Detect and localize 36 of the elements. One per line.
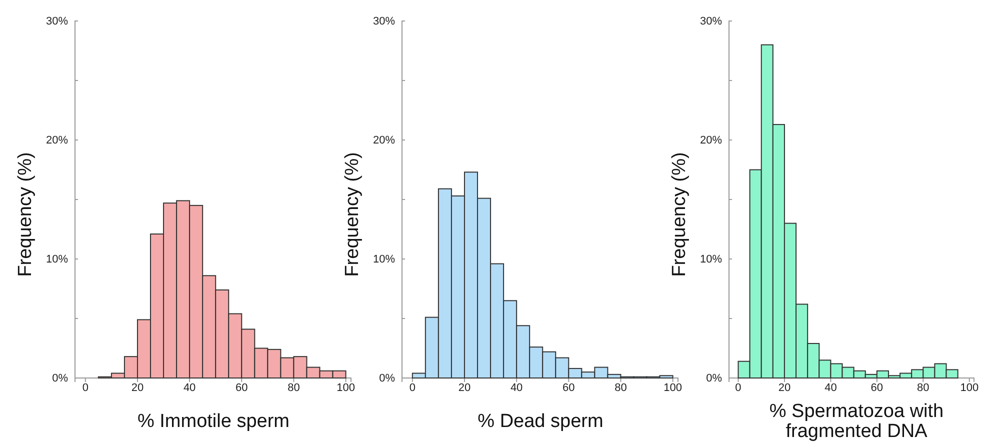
y-tick-label: 0% xyxy=(706,372,722,385)
y-axis-title: Frequency (%) xyxy=(342,152,363,277)
x-tick-label: 40 xyxy=(183,382,196,394)
y-tick-label: 20% xyxy=(46,134,68,147)
x-tick-label: 40 xyxy=(824,382,837,394)
y-tick-label: 10% xyxy=(700,254,722,266)
x-tick-label: 100 xyxy=(664,382,682,394)
x-tick-label: 20 xyxy=(458,382,471,394)
x-tick-label: 0 xyxy=(82,382,88,394)
x-tick-label: 0 xyxy=(735,382,742,394)
x-tick-label: 20 xyxy=(131,382,144,394)
y-tick-label: 30% xyxy=(46,16,68,28)
x-tick-label: 60 xyxy=(870,382,884,394)
x-axis-title: % Dead sperm xyxy=(478,411,604,432)
y-tick-label: 20% xyxy=(700,134,722,147)
x-tick-label: 0 xyxy=(409,382,416,394)
y-tick-label: 30% xyxy=(700,16,722,28)
x-tick-label: 80 xyxy=(614,382,627,394)
x-axis-title: % Spermatozoa with fragmented DNA xyxy=(769,401,944,442)
y-tick-label: 10% xyxy=(46,254,68,266)
x-tick-label: 60 xyxy=(562,382,575,394)
y-tick-label: 0% xyxy=(379,372,396,385)
y-axis-title: Frequency (%) xyxy=(669,152,690,277)
x-axis-title: % Immotile sperm xyxy=(137,411,290,432)
x-tick-label: 40 xyxy=(510,382,523,394)
y-tick-label: 30% xyxy=(372,16,396,28)
x-tick-label: 80 xyxy=(917,382,930,394)
y-axis-title: Frequency (%) xyxy=(15,152,36,277)
x-tick-label: 80 xyxy=(288,382,300,394)
x-tick-label: 100 xyxy=(336,382,355,394)
x-tick-label: 100 xyxy=(960,382,979,394)
y-tick-label: 10% xyxy=(372,254,396,266)
x-tick-label: 20 xyxy=(778,382,791,394)
y-tick-label: 20% xyxy=(372,134,396,147)
y-tick-label: 0% xyxy=(52,372,68,385)
x-tick-label: 60 xyxy=(236,382,248,394)
